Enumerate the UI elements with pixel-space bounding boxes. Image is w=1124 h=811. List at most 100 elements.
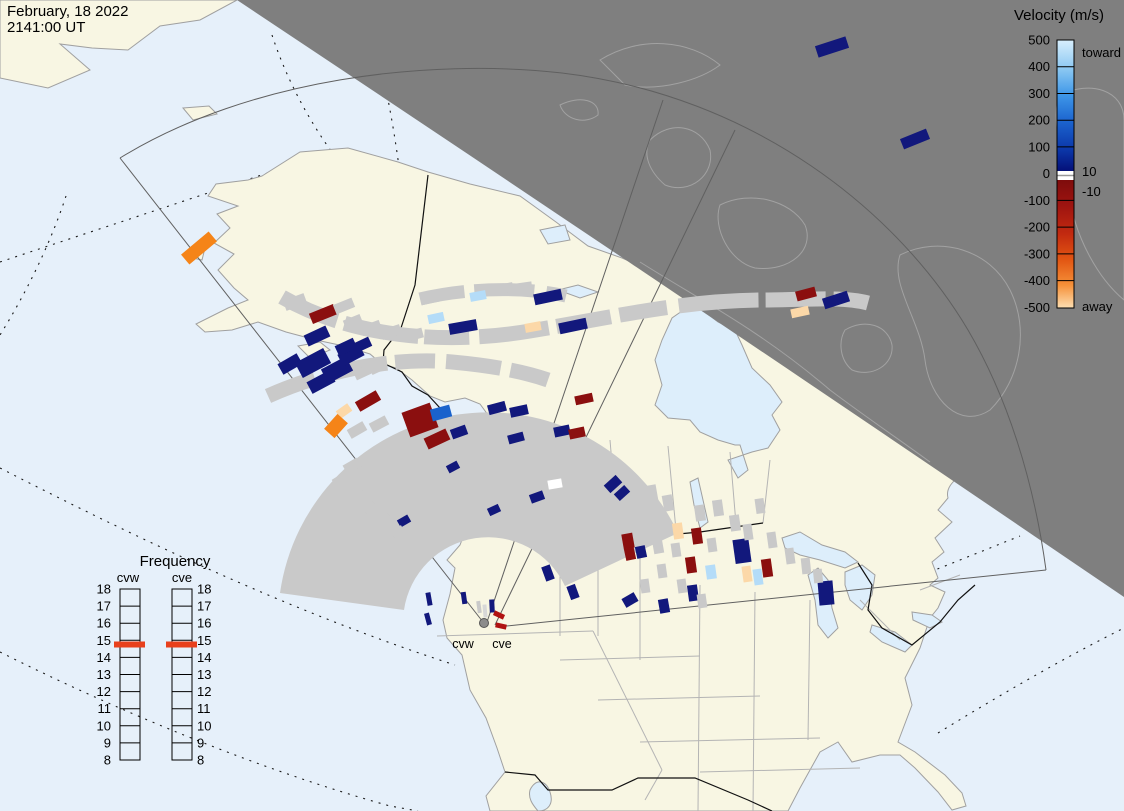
velocity-cell (469, 290, 487, 302)
velocity-cell (696, 593, 708, 609)
velocity-cell (639, 578, 651, 594)
velocity-cell (812, 568, 824, 584)
velocity-threshold-pos: 10 (1082, 164, 1096, 179)
velocity-tick-label: -500 (1024, 300, 1050, 315)
velocity-cell (613, 484, 631, 502)
velocity-cell (690, 527, 704, 545)
lake-erie (869, 624, 913, 653)
frequency-tick-label: 10 (197, 718, 211, 733)
velocity-cell (676, 578, 688, 594)
date-text: February, 18 2022 (7, 3, 128, 20)
velocity-colorbar-frame (1056, 39, 1075, 309)
hudson-bay (654, 301, 783, 479)
velocity-cell (460, 591, 468, 605)
velocity-cell (334, 337, 358, 357)
velocity-cell (429, 404, 453, 422)
frequency-tick-label: 14 (197, 650, 211, 665)
velocity-cell (362, 501, 378, 515)
velocity-cell (633, 522, 647, 540)
time-text: 2141:00 UT (7, 19, 85, 36)
velocity-cell (686, 584, 700, 602)
velocity-tick-label: -400 (1024, 273, 1050, 288)
velocity-away-label: away (1082, 299, 1113, 314)
velocity-cell (489, 599, 495, 613)
velocity-cell (553, 424, 571, 438)
velocity-cell (899, 128, 931, 150)
velocity-tick-label: 400 (1028, 59, 1050, 74)
velocity-tick-label: -200 (1024, 220, 1050, 235)
velocity-cell (547, 478, 563, 490)
velocity-cell (303, 325, 331, 347)
velocity-cell (350, 488, 366, 502)
velocity-cell (423, 428, 451, 450)
frequency-panel: Frequency cvw cve 18 17 16 15 14 13 12 11 10 9 8 18… (97, 553, 212, 768)
velocity-tick-label: 0 (1043, 166, 1050, 181)
frequency-marker (166, 641, 197, 648)
us-mexico-border (504, 771, 773, 811)
velocity-cell (332, 297, 356, 315)
frequency-column-label-cve: cve (172, 570, 192, 585)
frequency-tick-label: 9 (104, 735, 111, 750)
velocity-tick-label: -100 (1024, 193, 1050, 208)
velocity-cell (821, 290, 851, 310)
frequency-tick-label: 15 (197, 633, 211, 648)
radar-site: cvw cve (452, 618, 512, 651)
velocity-cell (541, 564, 555, 582)
velocity-cell (661, 494, 675, 512)
velocity-cell (324, 413, 348, 439)
velocity-cell (732, 538, 752, 564)
radar-site-dot (479, 618, 489, 628)
velocity-cell (711, 499, 725, 517)
velocity-cell (621, 592, 639, 608)
velocity-cell (814, 36, 850, 58)
velocity-cell (645, 484, 659, 502)
velocity-cell (277, 353, 303, 375)
velocity-cell (492, 610, 506, 620)
velocity-cell (670, 542, 682, 558)
velocity-cell (657, 598, 671, 614)
frequency-tick-label: 16 (97, 616, 111, 631)
velocity-cell (424, 612, 432, 626)
velocity-cell (368, 360, 386, 376)
fov-outer-arc (119, 67, 1047, 571)
velocity-cell (359, 319, 383, 337)
velocity-cell (634, 545, 648, 559)
velocity-cell (342, 457, 362, 475)
velocity-cell (603, 474, 623, 494)
velocity-cell (706, 537, 718, 553)
lake-huron (844, 564, 876, 611)
terminator-shadow (237, 0, 1124, 597)
velocity-cell (705, 564, 717, 580)
velocity-cell (427, 311, 445, 325)
velocity-cell (486, 503, 502, 517)
velocity-cell (282, 293, 308, 311)
velocity-cell (656, 563, 668, 579)
velocity-cell (331, 472, 349, 488)
velocity-cell (752, 568, 764, 586)
velocity-cell (684, 556, 698, 574)
velocity-cell (817, 580, 835, 606)
frequency-column-label-cvw: cvw (117, 570, 140, 585)
velocity-cell (566, 583, 580, 601)
velocity-cell (651, 537, 665, 555)
frequency-title: Frequency (140, 553, 211, 570)
velocity-cell (558, 317, 588, 335)
velocity-cell (621, 532, 635, 550)
frequency-tick-label: 14 (97, 650, 111, 665)
velocity-title: Velocity (m/s) (1014, 7, 1104, 24)
ground-scatter-main (280, 412, 678, 610)
velocity-cell (396, 514, 412, 528)
velocity-cell (342, 313, 364, 331)
timestamp: February, 18 2022 2141:00 UT (7, 3, 128, 36)
frequency-tick-label: 17 (97, 599, 111, 614)
velocity-cell (390, 525, 406, 539)
velocity-cell (306, 370, 336, 394)
radar-label-cvw: cvw (452, 637, 475, 651)
velocity-colorbar-negative (1057, 180, 1074, 308)
velocity-cell (482, 604, 488, 618)
us-canada-border-east (857, 562, 976, 646)
velocity-cell (351, 336, 373, 354)
velocity-toward-label: toward (1082, 45, 1121, 60)
velocity-cell (760, 558, 774, 578)
